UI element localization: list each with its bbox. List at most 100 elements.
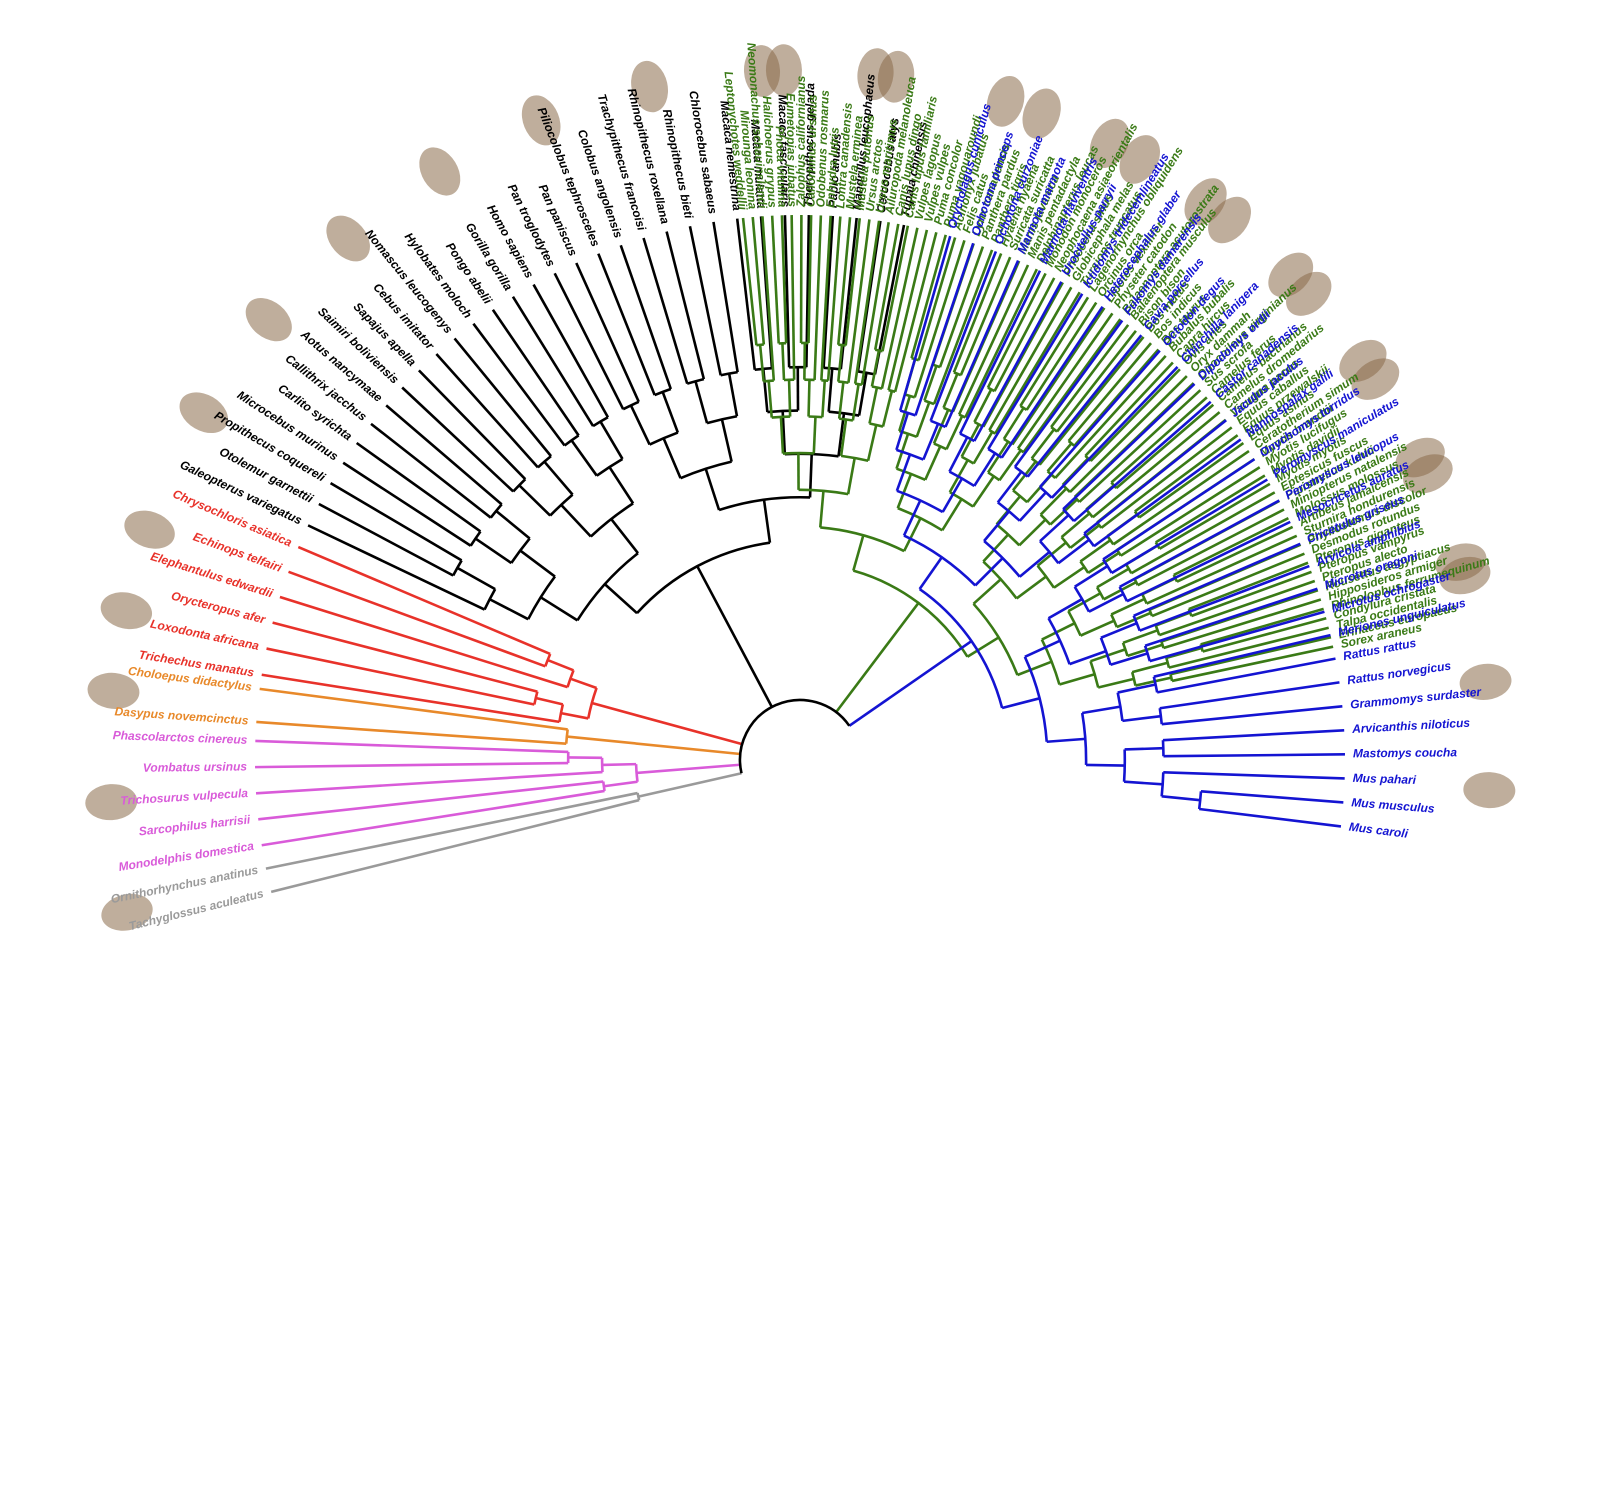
branch-radial xyxy=(297,545,551,656)
branch-arc xyxy=(1062,508,1075,522)
branch-radial xyxy=(266,647,535,706)
branch-radial xyxy=(1002,407,1025,440)
branch-arc xyxy=(930,419,947,429)
branch-radial xyxy=(1123,780,1163,786)
branch-arc xyxy=(586,687,598,719)
branch-radial xyxy=(866,424,878,462)
branch-arc xyxy=(654,387,672,397)
branch-radial xyxy=(941,477,964,513)
branch-radial xyxy=(964,268,1038,419)
branch-radial xyxy=(608,466,635,505)
branch-radial xyxy=(261,673,560,724)
primate-silhouettes-icon xyxy=(419,147,461,196)
branch-radial xyxy=(1000,305,1104,459)
branch-radial xyxy=(972,578,1002,605)
species-label: Mus caroli xyxy=(1348,820,1409,841)
branch-radial xyxy=(837,413,846,457)
branch-radial xyxy=(972,431,994,465)
branch-radial xyxy=(1117,683,1156,694)
branch-radial xyxy=(1138,441,1245,519)
branch-arc xyxy=(982,560,1018,600)
marsupial-silhouettes-icon xyxy=(85,784,138,821)
branch-radial xyxy=(288,570,546,668)
branch-radial xyxy=(881,225,910,352)
branch-radial xyxy=(818,490,825,528)
branch-radial xyxy=(1159,681,1340,710)
branch-radial xyxy=(1173,517,1289,577)
branch-radial xyxy=(1163,598,1322,650)
branch-radial xyxy=(1096,567,1130,589)
branch-radial xyxy=(952,252,1003,373)
branch-radial xyxy=(1069,375,1188,494)
branch-radial xyxy=(987,293,1084,450)
branch-radial xyxy=(560,503,592,538)
branch-radial xyxy=(835,602,920,713)
branch-radial xyxy=(1073,348,1160,447)
branch-radial xyxy=(1116,611,1152,629)
branch-radial xyxy=(417,369,527,481)
branch-radial xyxy=(603,583,638,615)
species-label: Mus musculus xyxy=(1351,795,1436,815)
primate-silhouettes-icon xyxy=(631,60,669,113)
branch-radial xyxy=(1130,491,1276,575)
branch-radial xyxy=(1200,607,1324,646)
branch-radial xyxy=(1120,466,1261,557)
branch-radial xyxy=(1060,512,1091,539)
species-label: Enhydra lutris xyxy=(823,127,842,209)
branch-radial xyxy=(1046,737,1086,744)
branch-radial xyxy=(1001,697,1040,710)
branch-radial xyxy=(661,391,680,434)
branch-radial xyxy=(790,215,796,380)
branch-radial xyxy=(1161,795,1201,802)
rodent-silhouettes-icon xyxy=(1459,663,1512,701)
branch-arc xyxy=(1132,615,1141,632)
afrotheria-silhouettes-icon xyxy=(124,510,175,549)
branch-radial xyxy=(489,598,529,621)
branch-radial xyxy=(342,461,472,547)
branch-radial xyxy=(1080,619,1115,637)
branch-arc xyxy=(1079,560,1090,574)
branch-radial xyxy=(1151,552,1305,618)
branch-radial xyxy=(1176,525,1294,583)
branch-radial xyxy=(868,387,879,424)
primate-silhouettes-icon xyxy=(521,95,561,146)
branch-radial xyxy=(694,380,709,424)
branch-radial xyxy=(898,235,952,411)
branch-radial xyxy=(924,445,942,481)
branch-radial xyxy=(1133,542,1301,617)
branch-radial xyxy=(603,780,638,788)
branch-radial xyxy=(1127,643,1163,658)
branch-radial xyxy=(1069,649,1107,666)
branch-radial xyxy=(957,264,1030,416)
branch-radial xyxy=(895,412,910,451)
branch-arc xyxy=(1143,645,1152,662)
species-label: Eumetopias jubatus xyxy=(784,93,800,208)
branch-radial xyxy=(259,687,568,731)
branch-radial xyxy=(1158,482,1271,550)
branch-radial xyxy=(1087,551,1120,574)
branch-radial xyxy=(1171,645,1334,683)
branch-radial xyxy=(1054,355,1167,479)
branch-arc xyxy=(1199,643,1204,652)
branch-radial xyxy=(922,423,940,461)
branch-arc xyxy=(899,409,916,417)
branch-radial xyxy=(1102,458,1256,561)
branch-radial xyxy=(1161,704,1343,726)
branch-radial xyxy=(1110,597,1146,616)
branch-arc xyxy=(1039,540,1060,564)
branch-arc xyxy=(636,792,641,801)
branch-radial xyxy=(1162,728,1345,742)
branch-arc xyxy=(564,729,569,744)
branch-radial xyxy=(472,322,566,447)
branch-radial xyxy=(1110,652,1148,667)
branch-radial xyxy=(1067,342,1153,442)
branch-radial xyxy=(1013,319,1124,468)
species-label: Macaca fascicularis xyxy=(775,94,792,207)
branch-radial xyxy=(1024,639,1061,659)
branch-radial xyxy=(1100,426,1233,529)
branch-arc xyxy=(953,371,962,377)
branch-arc xyxy=(558,704,565,723)
branch-radial xyxy=(898,395,912,432)
branch-radial xyxy=(272,621,538,693)
